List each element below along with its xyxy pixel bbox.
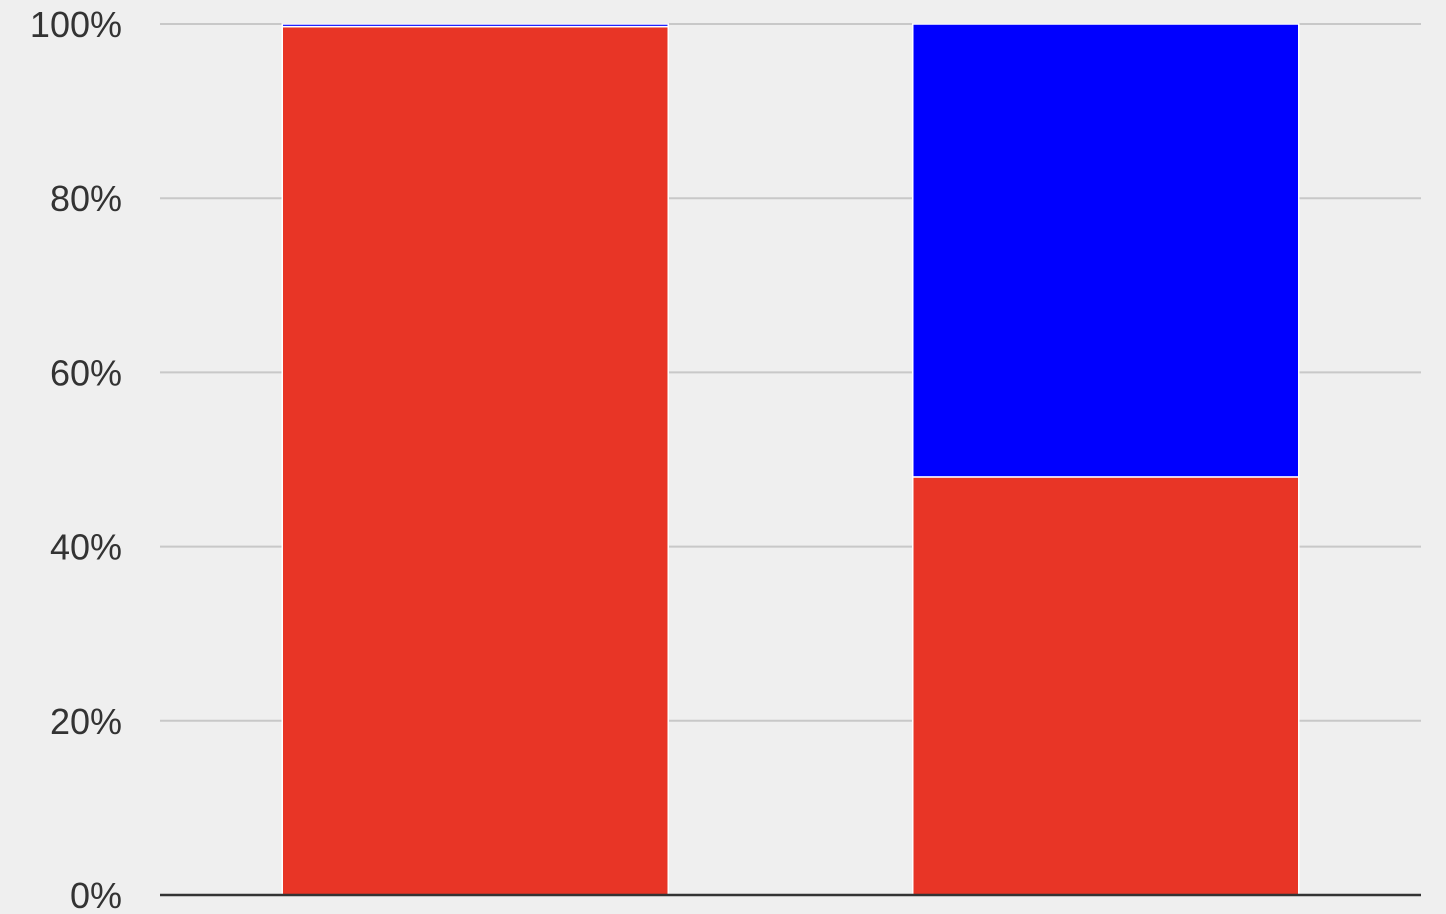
y-tick-label: 80% [50, 178, 122, 219]
y-axis-tick-labels: 0% 20% 40% 60% 80% 100% [30, 4, 122, 914]
bar-segment [281, 23, 669, 28]
bar-segment [281, 25, 669, 896]
y-tick-label: 40% [50, 527, 122, 568]
y-tick-label: 100% [30, 4, 122, 45]
y-tick-label: 60% [50, 352, 122, 393]
bar-segment [912, 23, 1300, 478]
y-tick-label: 20% [50, 701, 122, 742]
bar-segment [912, 476, 1300, 896]
y-tick-label: 0% [70, 875, 122, 914]
bars [281, 23, 1300, 896]
